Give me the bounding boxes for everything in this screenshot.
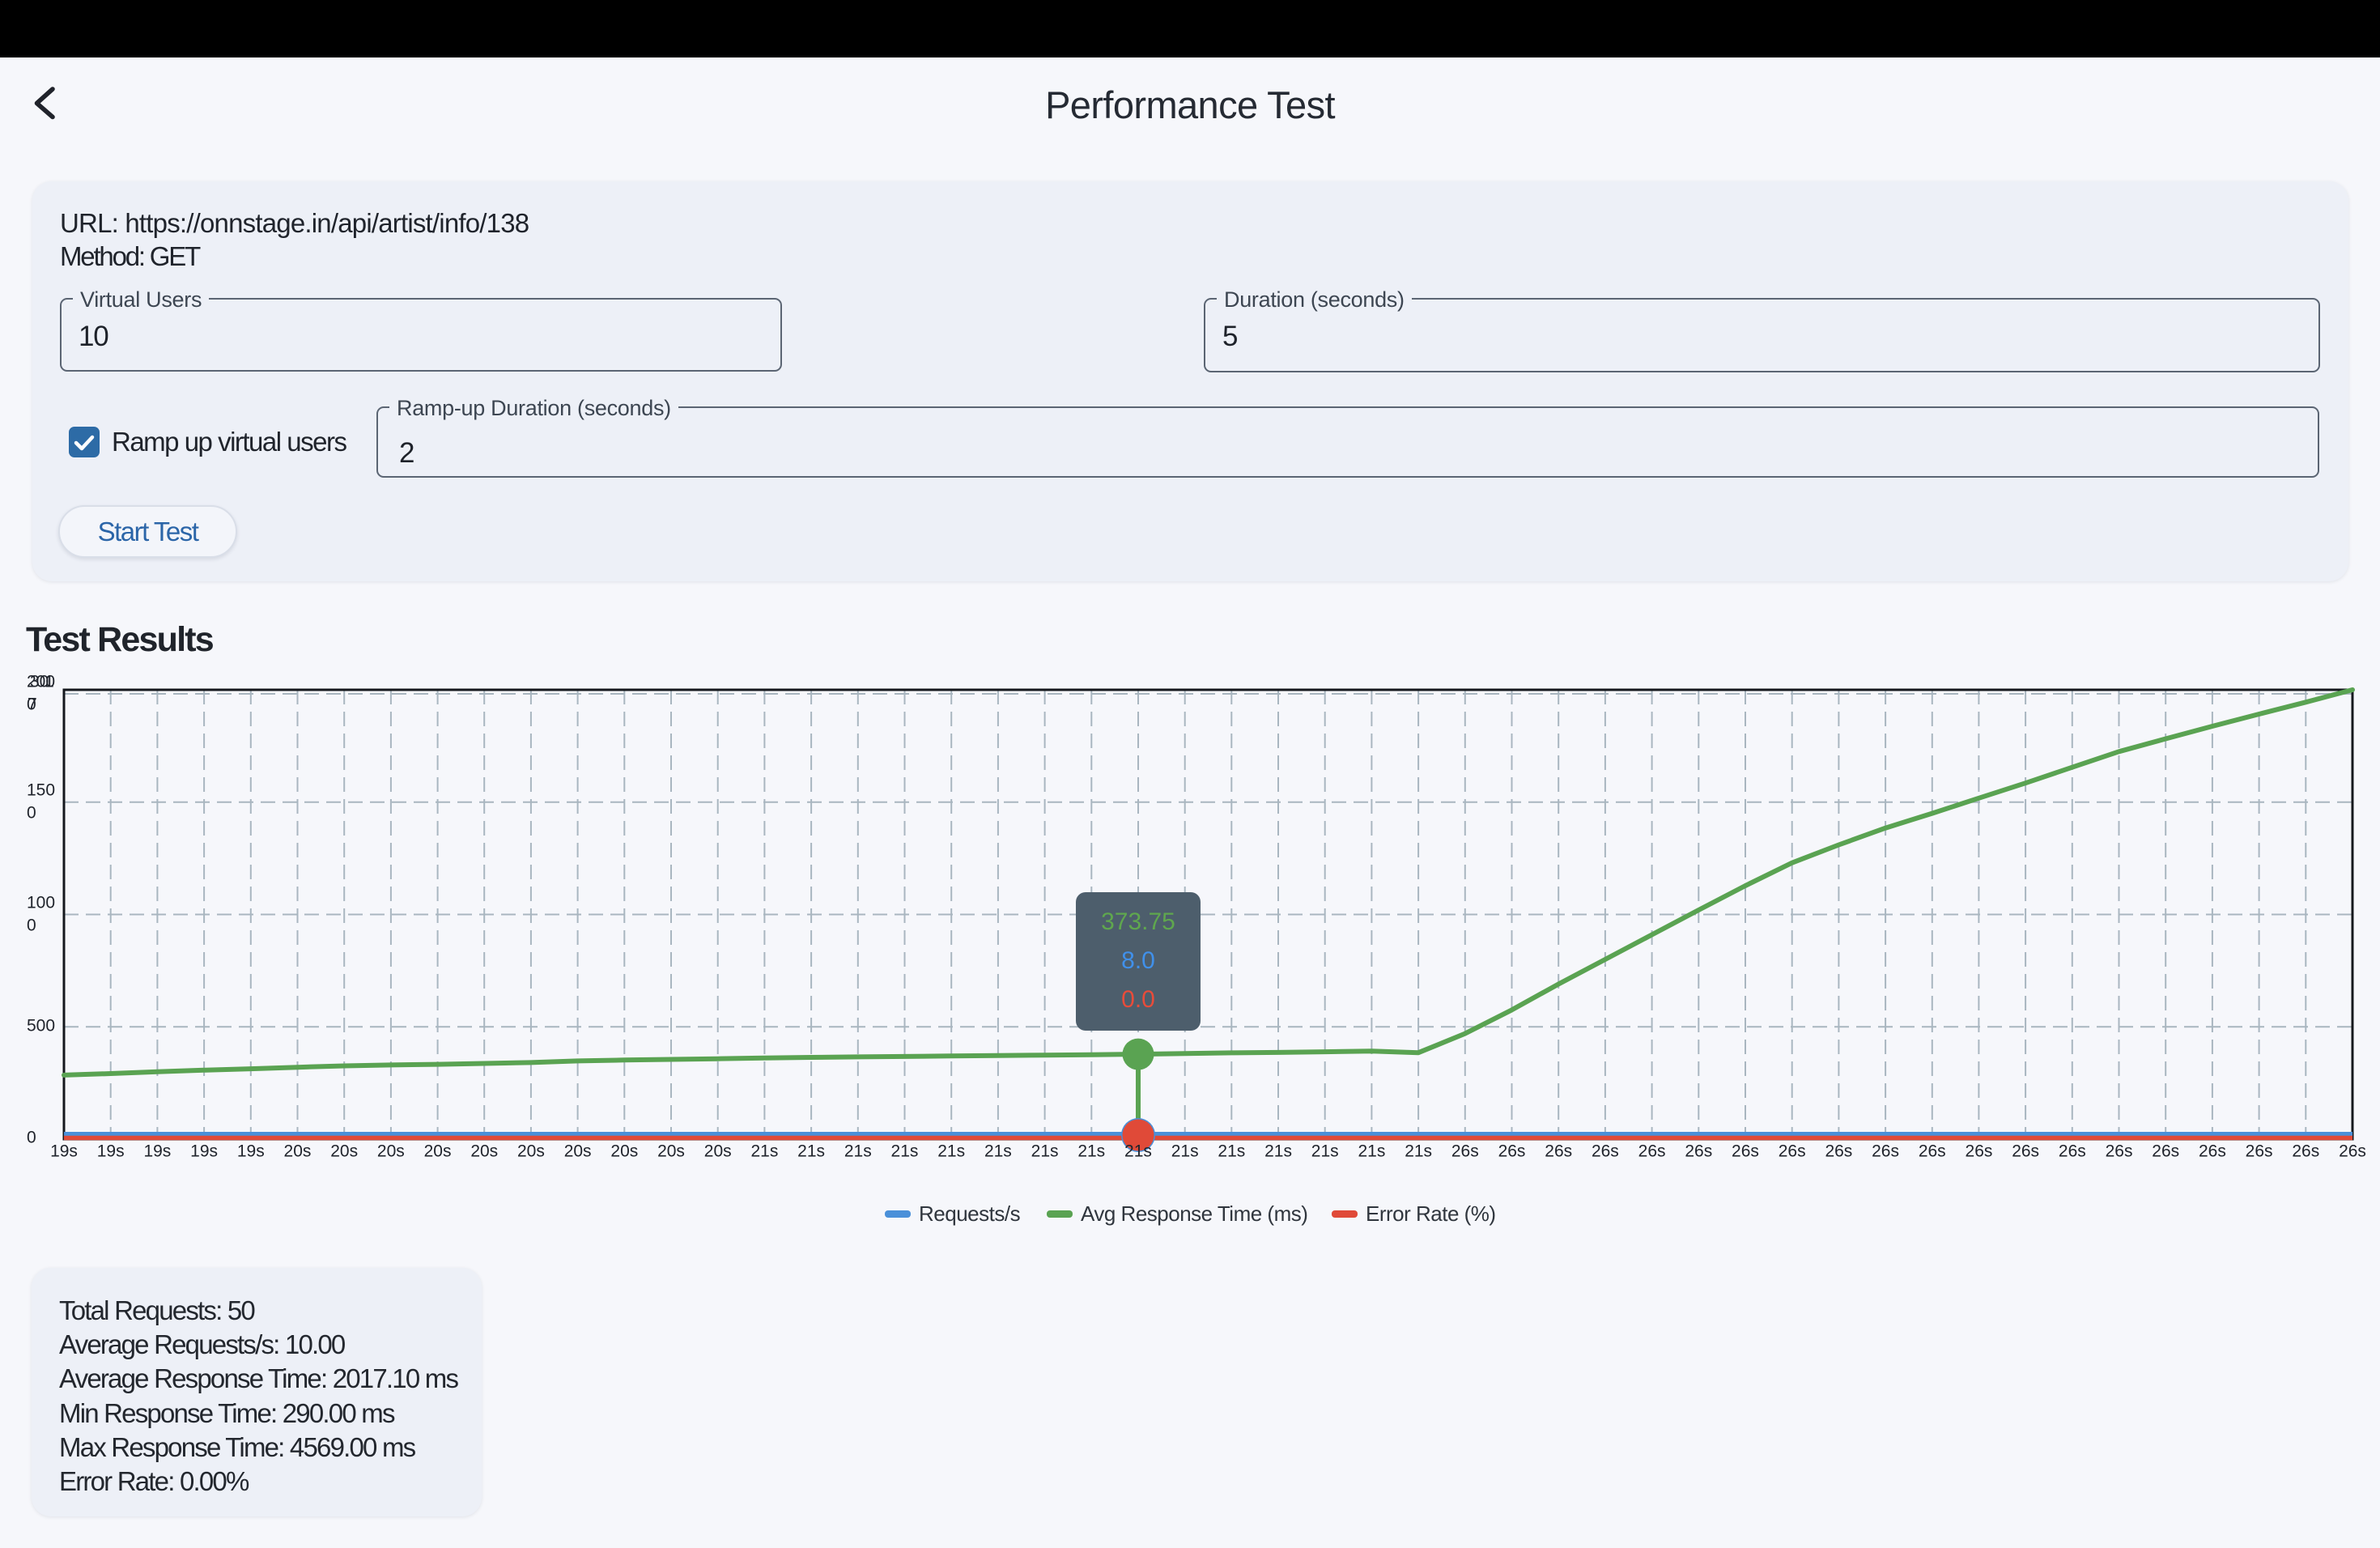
svg-text:20s: 20s [704, 1142, 732, 1161]
svg-text:200: 200 [27, 673, 55, 691]
svg-text:0: 0 [27, 695, 36, 714]
svg-text:26s: 26s [1638, 1142, 1666, 1161]
svg-text:21s: 21s [937, 1142, 965, 1161]
svg-text:20s: 20s [657, 1142, 685, 1161]
svg-text:21s: 21s [1031, 1142, 1059, 1161]
svg-text:20s: 20s [330, 1142, 358, 1161]
svg-text:21s: 21s [750, 1142, 778, 1161]
svg-text:0: 0 [27, 1129, 36, 1147]
svg-text:26s: 26s [1732, 1142, 1759, 1161]
svg-text:26s: 26s [1545, 1142, 1572, 1161]
svg-text:7: 7 [28, 695, 37, 714]
svg-text:21s: 21s [1405, 1142, 1432, 1161]
svg-text:26s: 26s [1498, 1142, 1526, 1161]
svg-text:30: 30 [30, 673, 49, 691]
svg-text:26s: 26s [1872, 1142, 1899, 1161]
svg-text:21s: 21s [1077, 1142, 1105, 1161]
svg-text:26s: 26s [1685, 1142, 1712, 1161]
svg-text:21s: 21s [891, 1142, 919, 1161]
svg-text:20s: 20s [610, 1142, 638, 1161]
svg-text:26s: 26s [2152, 1142, 2179, 1161]
svg-text:0: 0 [27, 916, 36, 935]
svg-text:20s: 20s [470, 1142, 498, 1161]
svg-text:21s: 21s [984, 1142, 1012, 1161]
svg-text:100: 100 [27, 894, 55, 912]
svg-text:26s: 26s [1592, 1142, 1619, 1161]
svg-text:20s: 20s [377, 1142, 405, 1161]
svg-text:26s: 26s [1966, 1142, 1993, 1161]
svg-text:21s: 21s [797, 1142, 825, 1161]
svg-text:21s: 21s [1124, 1142, 1152, 1161]
svg-text:26s: 26s [2012, 1142, 2039, 1161]
svg-text:1: 1 [45, 673, 54, 691]
svg-text:26s: 26s [1779, 1142, 1806, 1161]
svg-text:19s: 19s [97, 1142, 125, 1161]
svg-text:26s: 26s [2199, 1142, 2226, 1161]
svg-text:21s: 21s [1171, 1142, 1199, 1161]
svg-text:21s: 21s [1218, 1142, 1245, 1161]
svg-text:20s: 20s [564, 1142, 592, 1161]
svg-text:26s: 26s [2246, 1142, 2273, 1161]
svg-text:26s: 26s [2292, 1142, 2319, 1161]
svg-text:21s: 21s [1264, 1142, 1292, 1161]
svg-text:21s: 21s [1311, 1142, 1339, 1161]
svg-text:19s: 19s [237, 1142, 265, 1161]
svg-text:8.0: 8.0 [1121, 947, 1155, 974]
svg-text:0.0: 0.0 [1121, 986, 1155, 1013]
svg-text:0: 0 [27, 804, 36, 823]
svg-text:19s: 19s [143, 1142, 171, 1161]
svg-text:26s: 26s [2339, 1142, 2366, 1161]
svg-text:19s: 19s [50, 1142, 78, 1161]
svg-text:26s: 26s [1451, 1142, 1479, 1161]
svg-text:21s: 21s [1358, 1142, 1385, 1161]
svg-text:26s: 26s [2106, 1142, 2133, 1161]
svg-text:150: 150 [27, 781, 55, 800]
svg-text:20s: 20s [284, 1142, 312, 1161]
svg-text:19s: 19s [190, 1142, 218, 1161]
svg-text:21s: 21s [844, 1142, 872, 1161]
svg-text:20s: 20s [517, 1142, 545, 1161]
svg-text:26s: 26s [2059, 1142, 2086, 1161]
svg-text:20s: 20s [424, 1142, 452, 1161]
svg-text:500: 500 [27, 1017, 55, 1036]
svg-text:26s: 26s [1825, 1142, 1852, 1161]
svg-text:373.75: 373.75 [1101, 908, 1175, 935]
svg-text:26s: 26s [1919, 1142, 1946, 1161]
